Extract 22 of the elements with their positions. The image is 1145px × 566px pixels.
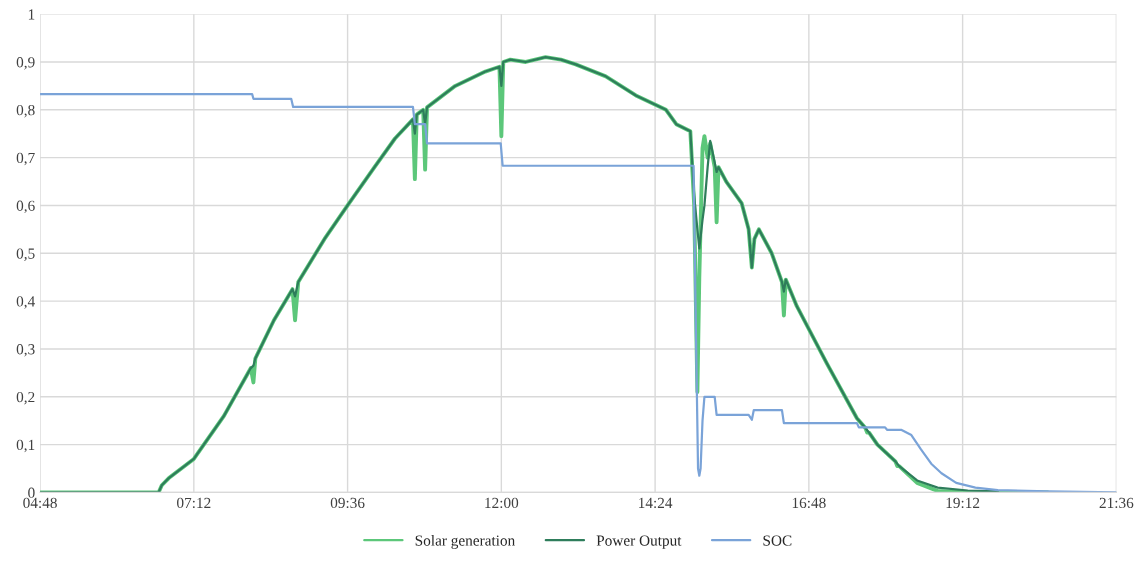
x-tick-label: 09:36 (330, 497, 365, 509)
y-tick-label: 0 (28, 487, 35, 498)
x-tick-label: 16:48 (792, 497, 826, 509)
x-tick-label: 12:00 (485, 497, 519, 509)
x-tick-label: 14:24 (639, 497, 673, 509)
x-tick-label: 04:48 (23, 497, 57, 509)
y-tick-label: 0,7 (16, 152, 35, 166)
y-tick-label: 0,9 (16, 57, 35, 70)
y-tick-label: 0,8 (16, 104, 35, 118)
y-tick-label: 0,6 (16, 200, 35, 214)
y-tick-label: 0,4 (16, 296, 35, 309)
legend-label: SOC (763, 535, 792, 546)
y-tick-label: 0,1 (16, 439, 35, 453)
y-tick-label: 1 (28, 9, 35, 20)
y-tick-label: 0,5 (16, 248, 35, 261)
y-tick-label: 0,2 (16, 391, 35, 405)
x-tick-label: 07:12 (177, 497, 211, 509)
x-tick-label: 21:36 (1099, 497, 1134, 509)
legend-label: Solar generation (415, 534, 515, 549)
y-tick-label: 0,3 (16, 344, 35, 357)
legend-label: Power Output (596, 535, 682, 549)
x-tick-label: 19:12 (946, 497, 980, 509)
